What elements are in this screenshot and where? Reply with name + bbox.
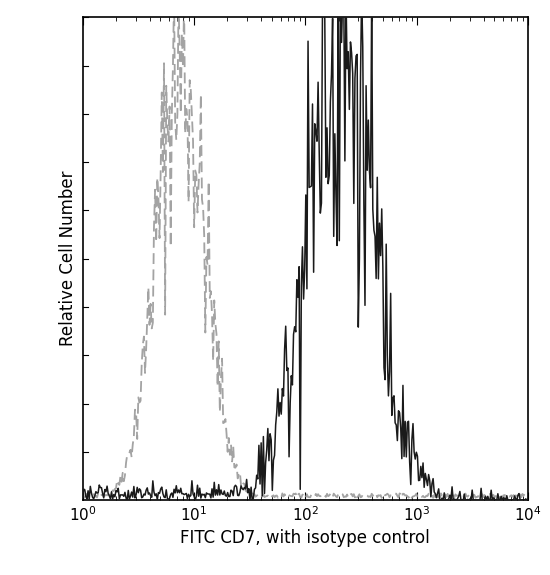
Y-axis label: Relative Cell Number: Relative Cell Number bbox=[59, 171, 77, 347]
X-axis label: FITC CD7, with isotype control: FITC CD7, with isotype control bbox=[180, 530, 430, 547]
